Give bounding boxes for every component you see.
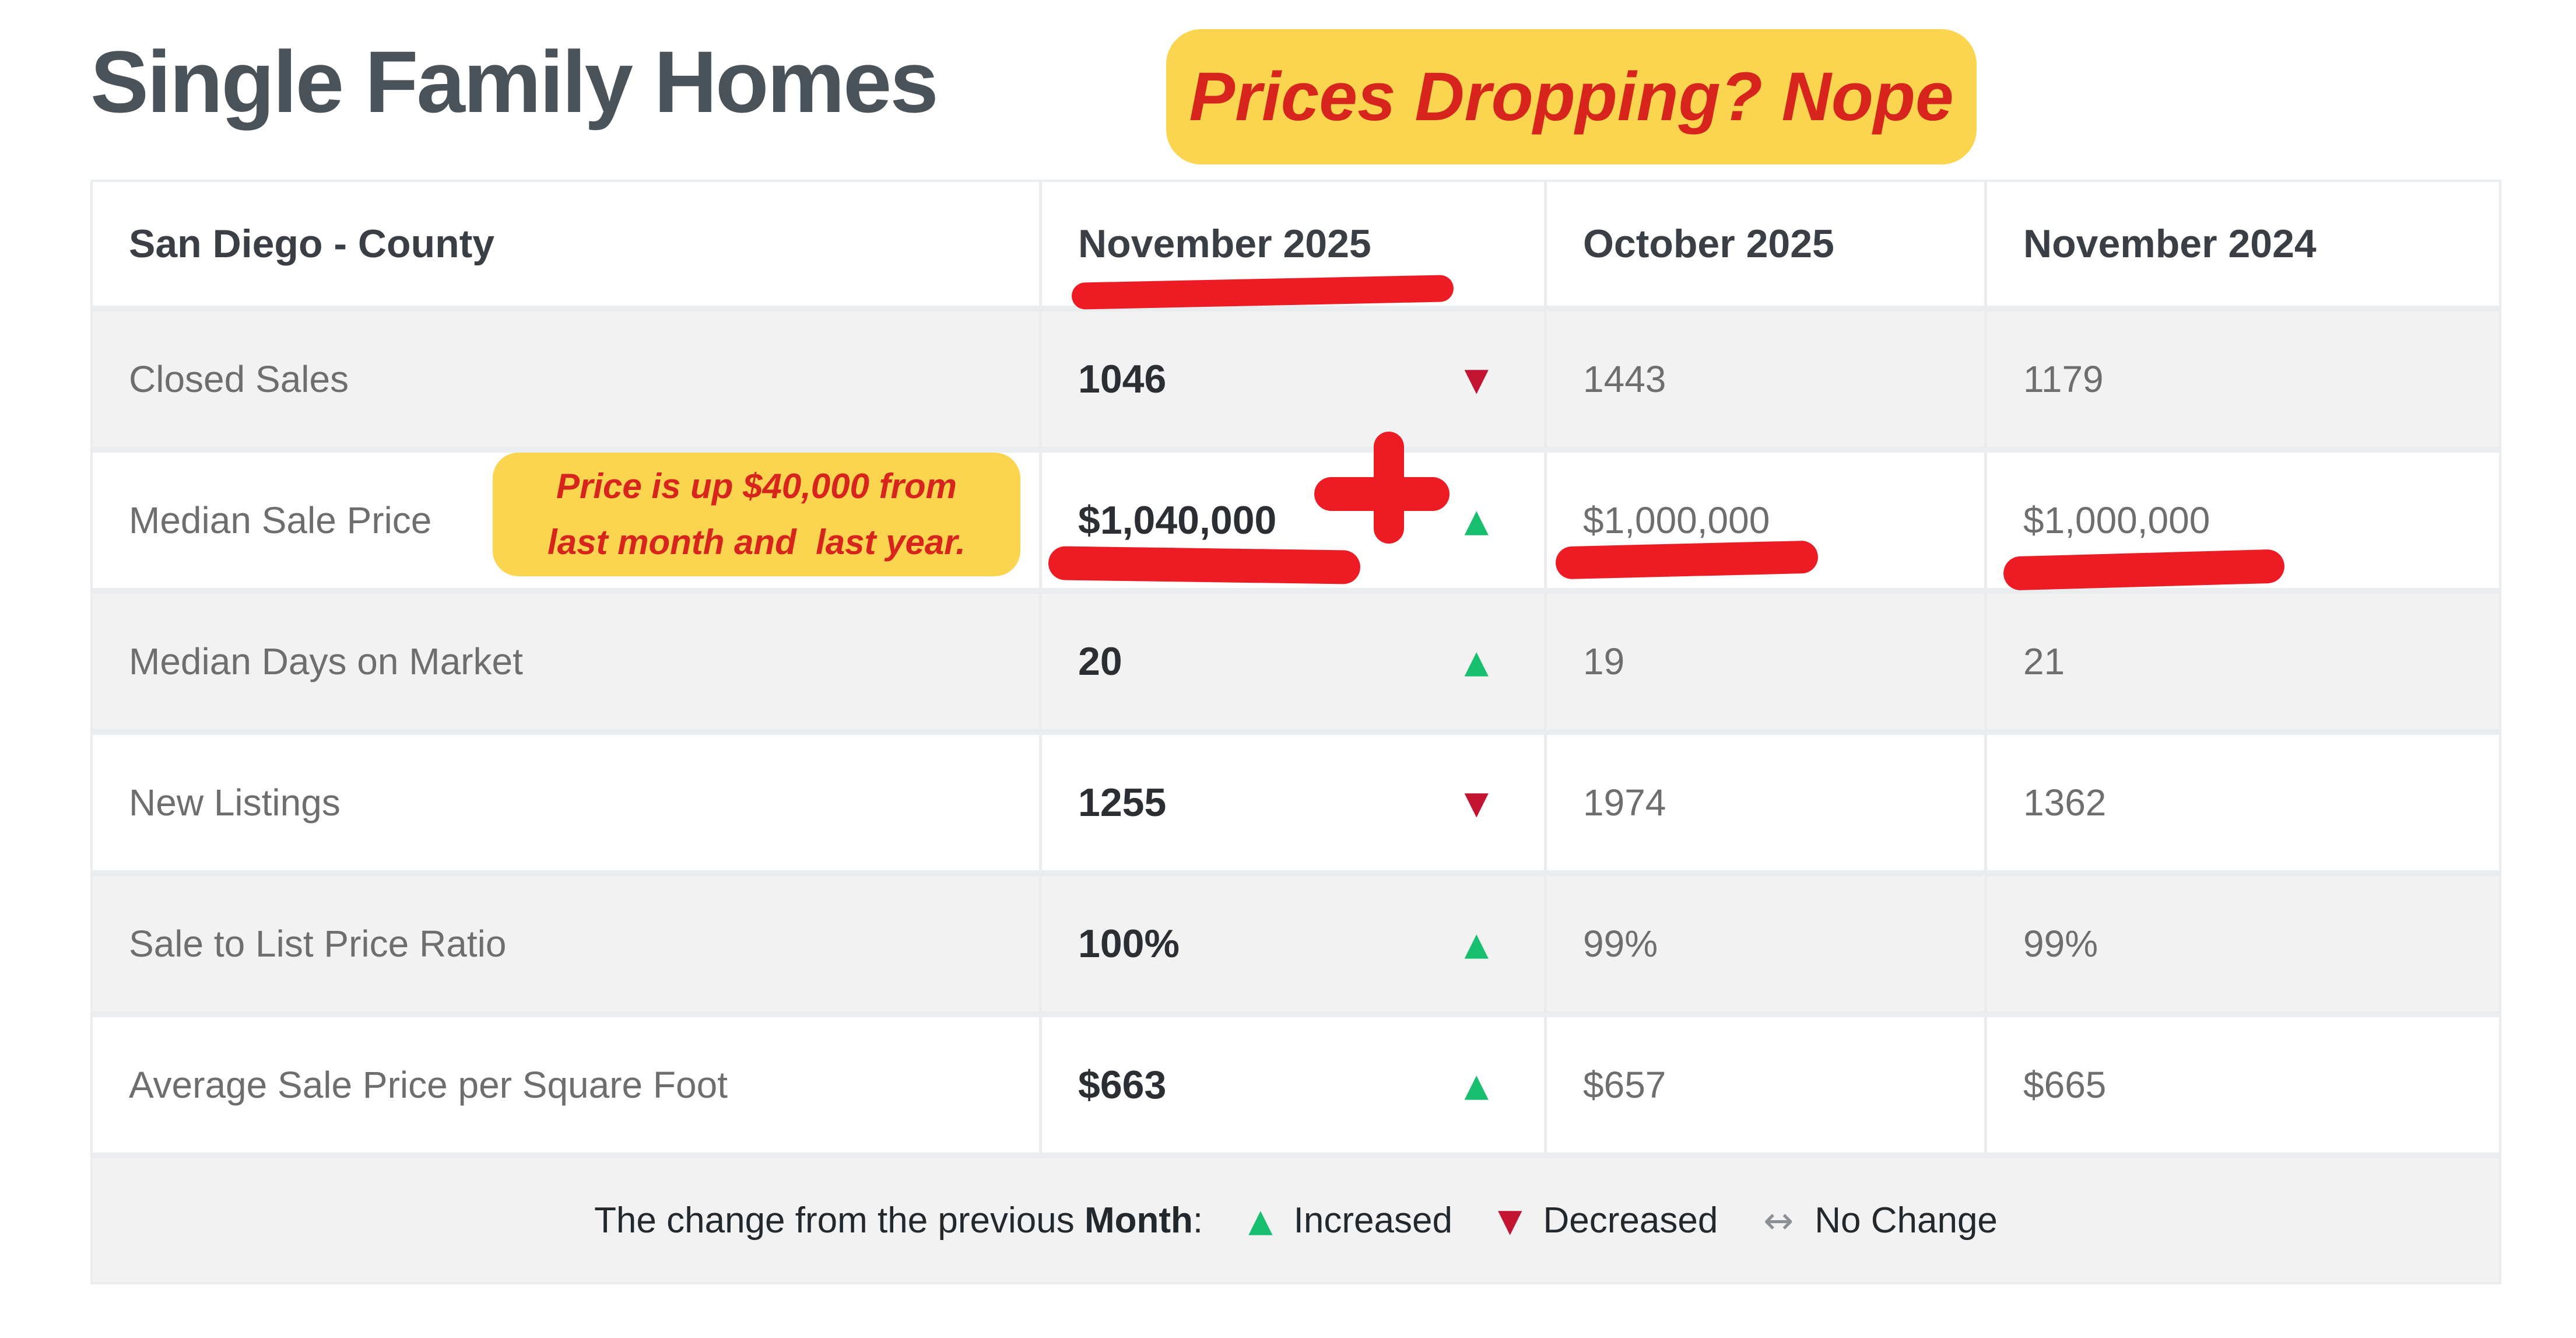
prev-month-value: 1443 <box>1544 311 1984 447</box>
callout-text: Prices Dropping? Nope <box>1189 58 1954 135</box>
page-title: Single Family Homes <box>90 33 939 131</box>
current-value-cell: 20 ▲ <box>1039 594 1544 729</box>
left-right-arrow-icon: ↔ <box>1763 1199 1794 1242</box>
metric-label: Average Sale Price per Square Foot <box>129 1064 728 1106</box>
current-value: 100% <box>1078 922 1180 966</box>
red-plus-icon <box>1314 477 1450 511</box>
trend-down-icon: ▼ <box>1464 784 1489 821</box>
current-value-cell: 100% ▲ <box>1039 876 1544 1011</box>
prev-year-value: 1179 <box>1984 311 2499 447</box>
legend-caption-colon: : <box>1192 1200 1203 1241</box>
trend-up-icon: ▲ <box>1464 1066 1489 1104</box>
current-value: 20 <box>1078 639 1122 684</box>
current-value-cell: $1,040,000 ▲ <box>1039 453 1544 588</box>
prev-year-value: $1,000,000 <box>1984 453 2499 588</box>
table-row: Median Days on Market 20 ▲ 19 21 <box>93 588 2499 729</box>
price-note-line2: last month and last year. <box>548 523 966 562</box>
legend-caption-bold: Month <box>1084 1200 1193 1241</box>
table-row: Sale to List Price Ratio 100% ▲ 99% 99% <box>93 870 2499 1011</box>
legend-no-change: ↔ No Change <box>1763 1199 1998 1242</box>
prev-year-value: $665 <box>1984 1017 2499 1153</box>
legend-caption-prefix: The change from the previous <box>594 1200 1085 1241</box>
current-value-cell: $663 ▲ <box>1039 1017 1544 1153</box>
current-value: 1255 <box>1078 780 1167 825</box>
callout-badge: Prices Dropping? Nope <box>1166 29 1977 164</box>
prev-month-value: $657 <box>1544 1017 1984 1153</box>
prev-month-value: $1,000,000 <box>1544 453 1984 588</box>
trend-up-icon: ▲ <box>1464 502 1489 539</box>
current-value: $663 <box>1078 1063 1167 1107</box>
current-value: 1046 <box>1078 357 1167 401</box>
current-value: $1,040,000 <box>1078 498 1277 542</box>
header-october-2025: October 2025 <box>1544 182 1984 306</box>
metric-label: Median Days on Market <box>129 640 523 682</box>
trend-up-icon: ▲ <box>1464 925 1489 962</box>
down-triangle-icon: ▼ <box>1497 1202 1522 1239</box>
prev-month-value: 19 <box>1544 594 1984 729</box>
table-header-row: San Diego - County November 2025 October… <box>93 182 2499 306</box>
legend-decreased: ▼ Decreased <box>1498 1200 1718 1241</box>
trend-up-icon: ▲ <box>1464 643 1489 680</box>
trend-down-icon: ▼ <box>1464 360 1489 398</box>
header-region: San Diego - County <box>129 222 495 266</box>
current-value-cell: 1046 ▼ <box>1039 311 1544 447</box>
stats-table: San Diego - County November 2025 October… <box>90 180 2501 1284</box>
legend-increased: ▲ Increased <box>1248 1200 1452 1241</box>
metric-label: Closed Sales <box>129 358 349 400</box>
metric-label: Sale to List Price Ratio <box>129 923 507 965</box>
prev-year-value: 1362 <box>1984 735 2499 870</box>
red-underline-current-price <box>1048 546 1361 584</box>
header-november-2024: November 2024 <box>1984 182 2499 306</box>
prev-year-value: 99% <box>1984 876 2499 1011</box>
prev-month-value: 99% <box>1544 876 1984 1011</box>
table-row: New Listings 1255 ▼ 1974 1362 <box>93 729 2499 870</box>
metric-label: New Listings <box>129 782 341 824</box>
metric-label: Median Sale Price <box>129 499 432 541</box>
header-november-2025: November 2025 <box>1039 182 1544 306</box>
price-note-annotation: Price is up $40,000 from last month and … <box>493 453 1020 576</box>
legend-row: The change from the previous Month: ▲ In… <box>93 1153 2499 1282</box>
table-row: Average Sale Price per Square Foot $663 … <box>93 1011 2499 1153</box>
current-value-cell: 1255 ▼ <box>1039 735 1544 870</box>
red-underline-october-price <box>1555 540 1819 580</box>
table-row: Closed Sales 1046 ▼ 1443 1179 <box>93 306 2499 447</box>
legend-decreased-label: Decreased <box>1543 1200 1718 1241</box>
price-note-line1: Price is up $40,000 from <box>556 467 957 506</box>
table-body: Closed Sales 1046 ▼ 1443 1179 Median Sal… <box>93 306 2499 1153</box>
legend-caption: The change from the previous Month: <box>594 1200 1203 1241</box>
prev-year-value: 21 <box>1984 594 2499 729</box>
legend-no-change-label: No Change <box>1815 1200 1998 1241</box>
legend-increased-label: Increased <box>1293 1200 1452 1241</box>
prev-month-value: 1974 <box>1544 735 1984 870</box>
up-triangle-icon: ▲ <box>1248 1202 1273 1239</box>
